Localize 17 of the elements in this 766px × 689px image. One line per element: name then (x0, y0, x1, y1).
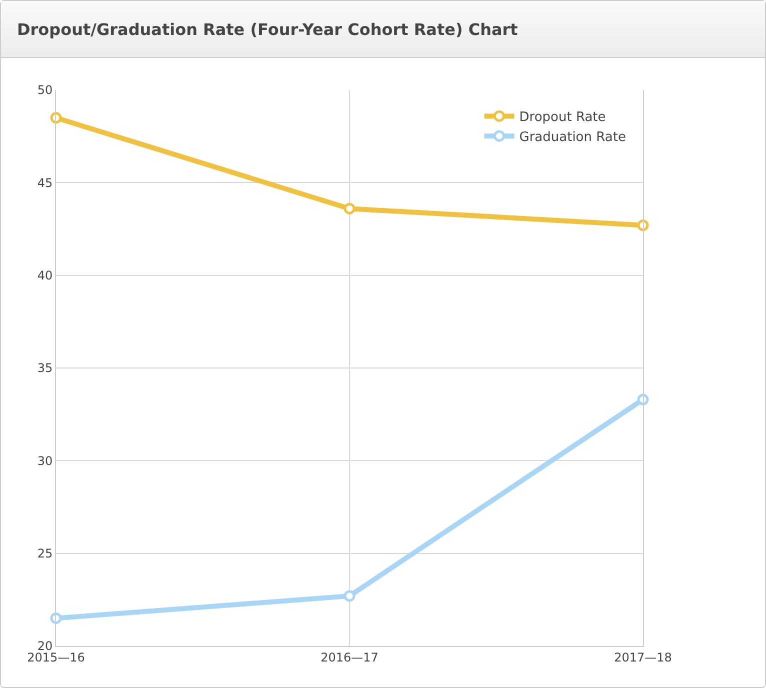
y-tick-label: 40 (37, 268, 53, 283)
legend-label: Dropout Rate (519, 110, 606, 126)
point (637, 394, 649, 406)
y-tick-label: 35 (37, 361, 53, 376)
y-tick-label: 30 (37, 454, 53, 468)
y-tick-label: 25 (37, 546, 53, 561)
y-tick-label: 45 (37, 176, 53, 190)
point (344, 202, 356, 214)
y-tick-label: 50 (37, 83, 53, 98)
point (50, 612, 62, 624)
x-tick-label: 2016—17 (320, 650, 378, 664)
legend-label: Graduation Rate (519, 130, 626, 146)
x-tick-label: 2017—18 (614, 650, 672, 664)
chart-title: Dropout/Graduation Rate (Four-Year Cohort Rate) Chart (1, 1, 765, 58)
point (344, 590, 356, 602)
point (50, 112, 62, 124)
point (637, 220, 649, 232)
